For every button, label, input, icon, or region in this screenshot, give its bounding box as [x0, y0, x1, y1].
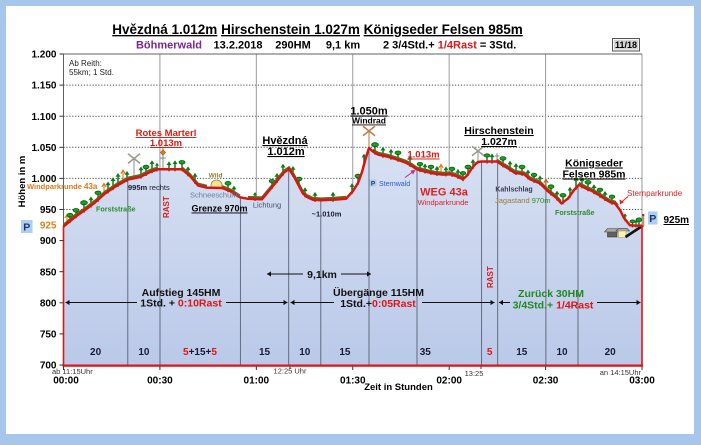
svg-text:Übergänge 115HM: Übergänge 115HM	[333, 286, 424, 299]
svg-text:2 3/4Std.+ 1/4Rast = 3Std.: 2 3/4Std.+ 1/4Rast = 3Std.	[383, 40, 516, 52]
svg-text:Höhen in m: Höhen in m	[17, 156, 28, 208]
svg-text:10: 10	[556, 347, 568, 358]
svg-text:925: 925	[40, 221, 57, 232]
svg-text:Ab Reith:: Ab Reith:	[69, 59, 102, 68]
svg-text:9,1 km: 9,1 km	[326, 40, 360, 52]
svg-text:WEG 43a: WEG 43a	[420, 187, 469, 199]
svg-text:15: 15	[516, 347, 528, 358]
svg-text:950: 950	[40, 205, 57, 216]
svg-text:Zeit in Stunden: Zeit in Stunden	[364, 382, 433, 393]
svg-text:1.012m: 1.012m	[267, 146, 305, 158]
svg-text:1.013m: 1.013m	[150, 138, 182, 149]
svg-text:55km; 1 Std.: 55km; 1 Std.	[69, 68, 114, 77]
svg-text:Sternparkrunde: Sternparkrunde	[627, 189, 683, 198]
svg-text:20: 20	[90, 347, 102, 358]
svg-text:5+15+5: 5+15+5	[183, 347, 217, 358]
svg-text:Rotes Marterl: Rotes Marterl	[136, 128, 197, 139]
svg-text:Kahlschlag: Kahlschlag	[495, 187, 532, 194]
svg-text:~1.010m: ~1.010m	[312, 210, 342, 219]
svg-text:15: 15	[259, 347, 271, 358]
svg-text:03:00: 03:00	[629, 376, 655, 387]
svg-text:Jagastand 970m: Jagastand 970m	[495, 196, 550, 205]
svg-text:00:30: 00:30	[147, 376, 173, 387]
svg-text:Windrad: Windrad	[352, 116, 386, 126]
svg-text:1.000: 1.000	[31, 174, 56, 185]
svg-text:1.200: 1.200	[31, 50, 56, 61]
svg-text:P: P	[649, 213, 656, 225]
svg-text:Hvězdná: Hvězdná	[262, 135, 308, 147]
svg-text:Sternwald: Sternwald	[379, 181, 410, 188]
svg-text:1.027m: 1.027m	[481, 136, 517, 148]
svg-text:an 14:15Uhr: an 14:15Uhr	[600, 368, 642, 377]
svg-text:11/18: 11/18	[615, 40, 637, 50]
svg-text:850: 850	[40, 267, 57, 278]
svg-text:995m rechts: 995m rechts	[128, 183, 170, 192]
svg-text:RAST: RAST	[486, 266, 495, 288]
svg-text:Königseder: Königseder	[565, 158, 623, 170]
svg-text:10: 10	[138, 347, 150, 358]
svg-text:12:25 Uhr: 12:25 Uhr	[274, 367, 307, 376]
svg-text:00:00: 00:00	[53, 376, 79, 387]
svg-text:5: 5	[487, 347, 493, 358]
svg-text:1Std.+0:05Rast: 1Std.+0:05Rast	[340, 298, 416, 310]
svg-text:02:00: 02:00	[436, 376, 462, 387]
svg-text:Felsen 985m: Felsen 985m	[562, 169, 625, 181]
svg-text:1.050: 1.050	[31, 143, 56, 154]
svg-text:9,1km: 9,1km	[307, 269, 337, 281]
svg-text:01:30: 01:30	[340, 376, 366, 387]
svg-text:13:25: 13:25	[465, 369, 484, 378]
svg-text:1.013m: 1.013m	[407, 150, 439, 161]
svg-text:925m: 925m	[664, 215, 690, 226]
svg-text:750: 750	[40, 330, 57, 341]
svg-text:Böhmerwald: Böhmerwald	[136, 40, 202, 52]
svg-text:Wild: Wild	[209, 173, 223, 180]
svg-text:Windparkrunde: Windparkrunde	[418, 198, 469, 207]
svg-text:02:30: 02:30	[533, 376, 559, 387]
svg-text:10: 10	[299, 347, 311, 358]
svg-text:Windparkrunde 43a: Windparkrunde 43a	[27, 182, 98, 191]
svg-text:20: 20	[605, 347, 617, 358]
svg-text:290HM: 290HM	[275, 40, 310, 52]
svg-text:RAST: RAST	[162, 196, 171, 218]
svg-text:Hvězdná 1.012m Hirschenstein 1: Hvězdná 1.012m Hirschenstein 1.027m Köni…	[112, 22, 522, 37]
svg-text:800: 800	[40, 298, 57, 309]
svg-text:35: 35	[420, 347, 432, 358]
svg-text:P: P	[23, 222, 30, 234]
svg-text:Schneeschuhe: Schneeschuhe	[190, 191, 240, 200]
svg-text:Grenze 970m: Grenze 970m	[191, 204, 247, 214]
svg-text:1.150: 1.150	[31, 81, 56, 92]
svg-text:Forststraße: Forststraße	[555, 208, 595, 217]
svg-text:ab 11:15Uhr: ab 11:15Uhr	[52, 367, 93, 376]
svg-text:900: 900	[40, 236, 57, 247]
svg-text:Aufstieg 145HM: Aufstieg 145HM	[142, 287, 221, 299]
svg-text:1.100: 1.100	[31, 112, 56, 123]
svg-text:13.2.2018: 13.2.2018	[214, 40, 263, 52]
svg-text:Zurück 30HM: Zurück 30HM	[518, 288, 584, 300]
svg-text:1Std. + 0:10Rast: 1Std. + 0:10Rast	[140, 298, 222, 310]
svg-text:Forststraße: Forststraße	[96, 205, 136, 214]
svg-text:01:00: 01:00	[244, 376, 270, 387]
svg-text:Lichtung: Lichtung	[253, 201, 281, 210]
svg-text:Hirschenstein: Hirschenstein	[464, 125, 533, 137]
svg-text:P: P	[371, 181, 376, 188]
svg-text:1.050m: 1.050m	[350, 106, 388, 118]
svg-text:700: 700	[40, 361, 57, 372]
svg-text:15: 15	[339, 347, 351, 358]
svg-text:3/4Std.+ 1/4Rast: 3/4Std.+ 1/4Rast	[513, 300, 594, 312]
